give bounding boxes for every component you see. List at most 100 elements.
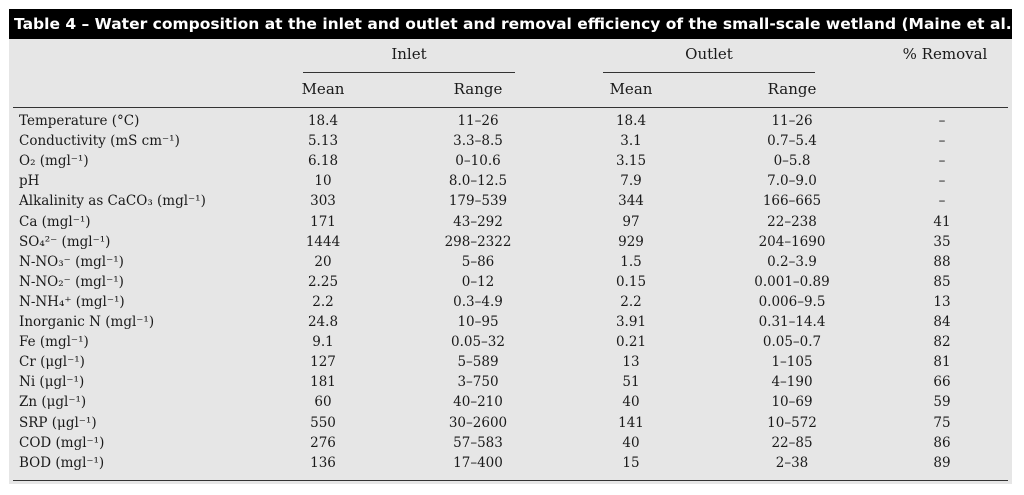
inlet-range-cell: 3–750 <box>457 374 499 391</box>
inlet-range-cell: 5–86 <box>461 253 495 270</box>
table-row: Ni (μgl⁻¹) 181 3–750 51 4–190 66 <box>9 372 1012 392</box>
outlet-mean-cell: 15 <box>622 454 640 471</box>
removal-cell: – <box>938 193 946 210</box>
inlet-mean-cell: 136 <box>310 454 336 471</box>
parameter-cell: Cr (μgl⁻¹) <box>19 354 85 371</box>
inlet-range-cell: 179–539 <box>448 193 508 210</box>
outlet-mean-cell: 0.21 <box>615 334 647 351</box>
removal-cell: 82 <box>933 334 951 351</box>
parameter-cell: Zn (μgl⁻¹) <box>19 394 87 411</box>
inlet-group-header: Inlet <box>391 45 427 63</box>
parameter-cell: Ca (mgl⁻¹) <box>19 213 91 230</box>
inlet-range-cell: 5–589 <box>457 354 499 371</box>
inlet-range-cell: 298–2322 <box>444 233 512 250</box>
outlet-mean-cell: 40 <box>622 434 640 451</box>
parameter-cell: BOD (mgl⁻¹) <box>19 454 105 471</box>
inlet-range-cell: 0.05–32 <box>451 334 505 351</box>
outlet-mean-cell: 40 <box>622 394 640 411</box>
inlet-range-cell: 57–583 <box>453 434 503 451</box>
removal-cell: – <box>938 153 946 170</box>
outlet-mean-cell: 18.4 <box>615 113 647 129</box>
outlet-range-cell: 166–665 <box>762 193 822 210</box>
parameter-cell: N-NO₃⁻ (mgl⁻¹) <box>19 253 124 270</box>
removal-cell: 86 <box>933 434 951 451</box>
outlet-mean-cell: 1.5 <box>620 253 642 270</box>
table-row: Ca (mgl⁻¹) 171 43–292 97 22–238 41 <box>9 212 1012 232</box>
table-row: pH 10 8.0–12.5 7.9 7.0–9.0 – <box>9 171 1012 191</box>
table-row: SO₄²⁻ (mgl⁻¹) 1444 298–2322 929 204–1690 35 <box>9 232 1012 252</box>
inlet-range-cell: 0.3–4.9 <box>453 293 503 310</box>
parameter-cell: SRP (μgl⁻¹) <box>19 414 97 431</box>
inlet-mean-cell: 24.8 <box>307 314 339 330</box>
outlet-range-cell: 204–1690 <box>758 233 826 250</box>
outlet-range-cell: 0.31–14.4 <box>758 314 826 330</box>
outlet-range-cell: 7.0–9.0 <box>767 173 817 190</box>
table-row: N-NO₃⁻ (mgl⁻¹) 20 5–86 1.5 0.2–3.9 88 <box>9 252 1012 272</box>
table-row: Inorganic N (mgl⁻¹) 24.8 10–95 3.91 0.31–14.… <box>9 312 1012 332</box>
outlet-range-cell: 22–85 <box>771 434 813 451</box>
parameter-cell: pH <box>19 173 40 190</box>
inlet-mean-cell: 10 <box>314 173 332 190</box>
outlet-mean-cell: 0.15 <box>615 273 647 290</box>
parameter-cell: Temperature (°C) <box>19 113 140 129</box>
removal-cell: 89 <box>933 454 951 471</box>
parameter-cell: Inorganic N (mgl⁻¹) <box>19 314 155 330</box>
outlet-mean-cell: 13 <box>622 354 640 371</box>
table-row: N-NO₂⁻ (mgl⁻¹) 2.25 0–12 0.15 0.001–0.89 85 <box>9 272 1012 292</box>
inlet-range-cell: 0–10.6 <box>455 153 501 170</box>
removal-cell: 13 <box>933 293 951 310</box>
inlet-mean-cell: 2.2 <box>312 293 334 310</box>
parameter-cell: O₂ (mgl⁻¹) <box>19 153 89 170</box>
parameter-cell: SO₄²⁻ (mgl⁻¹) <box>19 233 111 250</box>
outlet-range-cell: 10–69 <box>771 394 813 411</box>
table-row: Conductivity (mS cm⁻¹) 5.13 3.3–8.5 3.1 0.7–… <box>9 131 1012 151</box>
outlet-range-cell: 4–190 <box>771 374 813 391</box>
inlet-range-cell: 0–12 <box>461 273 495 290</box>
outlet-mean-cell: 141 <box>618 414 644 431</box>
inlet-mean-cell: 303 <box>310 193 336 210</box>
outlet-mean-cell: 2.2 <box>620 293 642 310</box>
table-row: BOD (mgl⁻¹) 136 17–400 15 2–38 89 <box>9 453 1012 473</box>
table-frame: Table 4 – Water composition at the inlet… <box>9 9 1012 484</box>
table-title: Table 4 – Water composition at the inlet… <box>9 9 1012 39</box>
outlet-mean-cell: 344 <box>618 193 644 210</box>
table-row: Cr (μgl⁻¹) 127 5–589 13 1–105 81 <box>9 352 1012 372</box>
removal-cell: 85 <box>933 273 951 290</box>
inlet-mean-cell: 6.18 <box>307 153 339 170</box>
removal-cell: – <box>938 133 946 150</box>
table-row: O₂ (mgl⁻¹) 6.18 0–10.6 3.15 0–5.8 – <box>9 151 1012 171</box>
outlet-range-cell: 22–238 <box>767 213 817 230</box>
removal-cell: 81 <box>933 354 951 371</box>
outlet-mean-cell: 3.91 <box>615 314 647 330</box>
outlet-range-cell: 0.001–0.89 <box>754 273 830 290</box>
parameter-cell: N-NO₂⁻ (mgl⁻¹) <box>19 273 124 290</box>
outlet-mean-cell: 7.9 <box>620 173 642 190</box>
outlet-range-cell: 0.7–5.4 <box>767 133 817 150</box>
table-row: Temperature (°C) 18.4 11–26 18.4 11–26 – <box>9 111 1012 131</box>
inlet-mean-cell: 18.4 <box>307 113 339 129</box>
outlet-range-cell: 0.006–9.5 <box>758 293 826 310</box>
outlet-range-cell: 2–38 <box>775 454 809 471</box>
removal-cell: 59 <box>933 394 951 411</box>
inlet-range-cell: 11–26 <box>457 113 499 129</box>
inlet-range-cell: 10–95 <box>457 314 499 330</box>
table-row: COD (mgl⁻¹) 276 57–583 40 22–85 86 <box>9 433 1012 453</box>
outlet-mean-cell: 3.15 <box>615 153 647 170</box>
inlet-header-rule <box>303 72 515 73</box>
inlet-range-cell: 17–400 <box>453 454 503 471</box>
table-row: N-NH₄⁺ (mgl⁻¹) 2.2 0.3–4.9 2.2 0.006–9.5 13 <box>9 292 1012 312</box>
outlet-mean-header: Mean <box>609 80 653 98</box>
inlet-mean-cell: 5.13 <box>307 133 339 150</box>
parameter-cell: Conductivity (mS cm⁻¹) <box>19 133 180 150</box>
inlet-mean-cell: 171 <box>310 213 336 230</box>
inlet-range-cell: 30–2600 <box>448 414 508 431</box>
inlet-mean-cell: 20 <box>314 253 332 270</box>
removal-cell: 84 <box>933 314 951 330</box>
removal-cell: 66 <box>933 374 951 391</box>
inlet-range-cell: 43–292 <box>453 213 503 230</box>
inlet-range-cell: 8.0–12.5 <box>448 173 508 190</box>
inlet-mean-cell: 1444 <box>305 233 341 250</box>
parameter-cell: Ni (μgl⁻¹) <box>19 374 85 391</box>
inlet-mean-cell: 181 <box>310 374 336 391</box>
inlet-mean-cell: 60 <box>314 394 332 411</box>
